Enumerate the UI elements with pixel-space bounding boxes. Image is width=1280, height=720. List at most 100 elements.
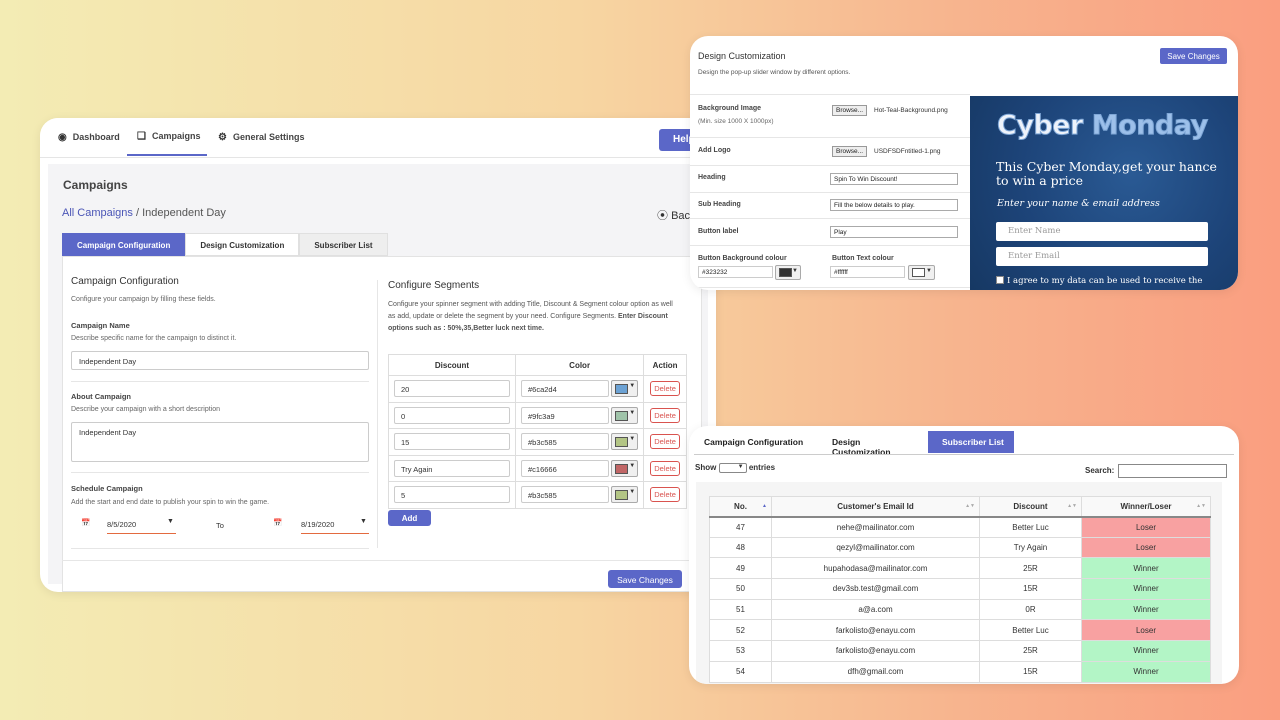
segment-color-picker[interactable]: ▼: [611, 433, 639, 451]
col-color: Color: [514, 354, 645, 376]
segment-color-picker[interactable]: ▼: [611, 459, 639, 477]
add-segment-button[interactable]: Add: [388, 510, 431, 526]
nav-campaigns[interactable]: ❏ Campaigns: [127, 118, 207, 156]
nav-general-settings[interactable]: ⚙ General Settings: [208, 118, 315, 156]
cell-result: Winner: [1081, 660, 1211, 683]
subscriber-table: No. ▲ Customer's Email Id ▲▼ Discount ▲▼ Wi…: [709, 496, 1211, 683]
start-date-dropdown-icon[interactable]: ▼: [167, 518, 174, 525]
bg-browse-button[interactable]: Browse...: [832, 105, 868, 116]
segments-heading: Configure Segments: [388, 280, 480, 291]
bg-image-label: Background Image: [698, 105, 762, 112]
color-swatch: [615, 490, 629, 501]
preview-title-monday: Monday: [1091, 110, 1208, 142]
segment-discount-input[interactable]: 5: [394, 486, 510, 504]
about-campaign-textarea[interactable]: Independent Day: [71, 422, 369, 462]
segment-color-picker[interactable]: ▼: [611, 406, 639, 424]
segment-discount-cell: 5: [388, 481, 516, 509]
search-label: Search:: [1085, 466, 1115, 475]
to-label: To: [216, 521, 224, 530]
design-save-button[interactable]: Save Changes: [1160, 48, 1227, 64]
chevron-down-icon: ▼: [926, 268, 932, 274]
col-discount[interactable]: Discount ▲▼: [979, 496, 1082, 518]
segment-color-input[interactable]: #9fc3a9: [521, 406, 609, 424]
segment-color-picker[interactable]: ▼: [611, 486, 639, 504]
segment-color-cell: #6ca2d4 ▼: [514, 375, 645, 403]
divider: [690, 287, 970, 288]
button-text-colour-label: Button Text colour: [832, 255, 894, 262]
segment-color-input[interactable]: #b3c585: [521, 433, 609, 451]
segment-action-cell: Delete: [643, 454, 687, 482]
button-bg-colour-picker[interactable]: ▼: [775, 265, 801, 280]
heading-label: Heading: [698, 174, 726, 181]
top-nav: ◉ Dashboard ❏ Campaigns ⚙ General Settin…: [40, 118, 716, 158]
heading-input[interactable]: Spin To Win Discount!: [830, 173, 958, 185]
swatch: [779, 268, 792, 277]
tab-design-customization[interactable]: Design Customization: [832, 437, 891, 457]
table-row: 54 dfh@gmail.com 15R Winner: [709, 660, 1211, 683]
entries-label: entries: [748, 463, 776, 473]
tab-subscriber-list[interactable]: Subscriber List: [299, 233, 388, 256]
segment-discount-input[interactable]: Try Again: [394, 459, 510, 477]
preview-email-input[interactable]: Enter Email: [996, 247, 1208, 266]
popup-preview: Cyber Monday This Cyber Monday,get your …: [970, 96, 1238, 290]
back-button[interactable]: ⦿ Back: [657, 207, 696, 223]
chevron-down-icon: ▼: [629, 462, 636, 469]
campaign-name-input[interactable]: Independent Day: [71, 351, 369, 370]
table-row: 52 farkolisto@enayu.com Better Luc Loser: [709, 619, 1211, 642]
delete-segment-button[interactable]: Delete: [650, 407, 680, 423]
nav-dashboard[interactable]: ◉ Dashboard: [48, 118, 130, 156]
cell-no: 47: [709, 516, 772, 538]
campaign-name-label: Campaign Name: [71, 321, 130, 330]
button-label-input[interactable]: Play: [830, 226, 958, 238]
tab-design-customization[interactable]: Design Customization: [185, 233, 300, 256]
logo-label: Add Logo: [698, 147, 731, 154]
button-text-colour-picker[interactable]: ▼: [908, 265, 935, 280]
segment-color-picker[interactable]: ▼: [611, 380, 639, 398]
start-date-input[interactable]: 8/5/2020: [107, 520, 137, 529]
segment-row: Try Again #c16666 ▼ Delete: [388, 454, 687, 482]
search-input[interactable]: [1118, 464, 1227, 478]
col-no[interactable]: No. ▲: [709, 496, 772, 518]
cell-discount: 25R: [979, 640, 1082, 662]
cell-discount: Try Again: [979, 536, 1082, 559]
table-row: 47 nehe@mailinator.com Better Luc Loser: [709, 516, 1211, 538]
cell-email: farkolisto@enayu.com: [771, 640, 980, 662]
chevron-down-icon: ▼: [629, 436, 636, 443]
breadcrumb-all-campaigns[interactable]: All Campaigns: [62, 207, 133, 219]
tab-campaign-configuration[interactable]: Campaign Configuration: [704, 437, 804, 447]
dashboard-icon: ◉: [58, 131, 67, 143]
end-date-input[interactable]: 8/19/2020: [301, 520, 335, 529]
entries-select[interactable]: ▼: [718, 463, 747, 473]
segment-discount-input[interactable]: 0: [394, 406, 510, 424]
segment-color-input[interactable]: #b3c585: [521, 486, 609, 504]
divider: [690, 192, 970, 193]
logo-browse-button[interactable]: Browse...: [832, 146, 868, 157]
delete-segment-button[interactable]: Delete: [650, 487, 680, 503]
back-label: Back: [671, 210, 696, 222]
save-changes-button[interactable]: Save Changes: [608, 570, 682, 588]
end-date-dropdown-icon[interactable]: ▼: [360, 518, 367, 525]
col-email-label: Customer's Email Id: [837, 501, 914, 511]
segment-discount-input[interactable]: 20: [394, 380, 510, 398]
subheading-input[interactable]: Fill the below details to play.: [830, 199, 958, 211]
delete-segment-button[interactable]: Delete: [650, 460, 680, 476]
col-email[interactable]: Customer's Email Id ▲▼: [771, 496, 980, 518]
preview-name-input[interactable]: Enter Name: [996, 222, 1208, 241]
divider: [690, 137, 970, 138]
segment-color-input[interactable]: #c16666: [521, 459, 609, 477]
button-text-colour-input[interactable]: #ffffff: [830, 266, 905, 278]
segment-action-cell: Delete: [643, 481, 687, 509]
button-bg-colour-input[interactable]: #323232: [698, 266, 773, 278]
tab-campaign-configuration[interactable]: Campaign Configuration: [62, 233, 186, 256]
segment-color-input[interactable]: #6ca2d4: [521, 380, 609, 398]
cell-discount: Better Luc: [979, 516, 1082, 538]
segment-discount-input[interactable]: 15: [394, 433, 510, 451]
cell-result: Winner: [1081, 598, 1211, 621]
delete-segment-button[interactable]: Delete: [650, 434, 680, 450]
delete-segment-button[interactable]: Delete: [650, 381, 680, 397]
agree-checkbox[interactable]: [996, 276, 1004, 284]
col-winner-loser[interactable]: Winner/Loser ▲▼: [1081, 496, 1211, 518]
nav-campaigns-label: Campaigns: [151, 131, 201, 141]
cell-result: Winner: [1081, 578, 1211, 600]
tab-subscriber-list[interactable]: Subscriber List: [928, 431, 1014, 453]
